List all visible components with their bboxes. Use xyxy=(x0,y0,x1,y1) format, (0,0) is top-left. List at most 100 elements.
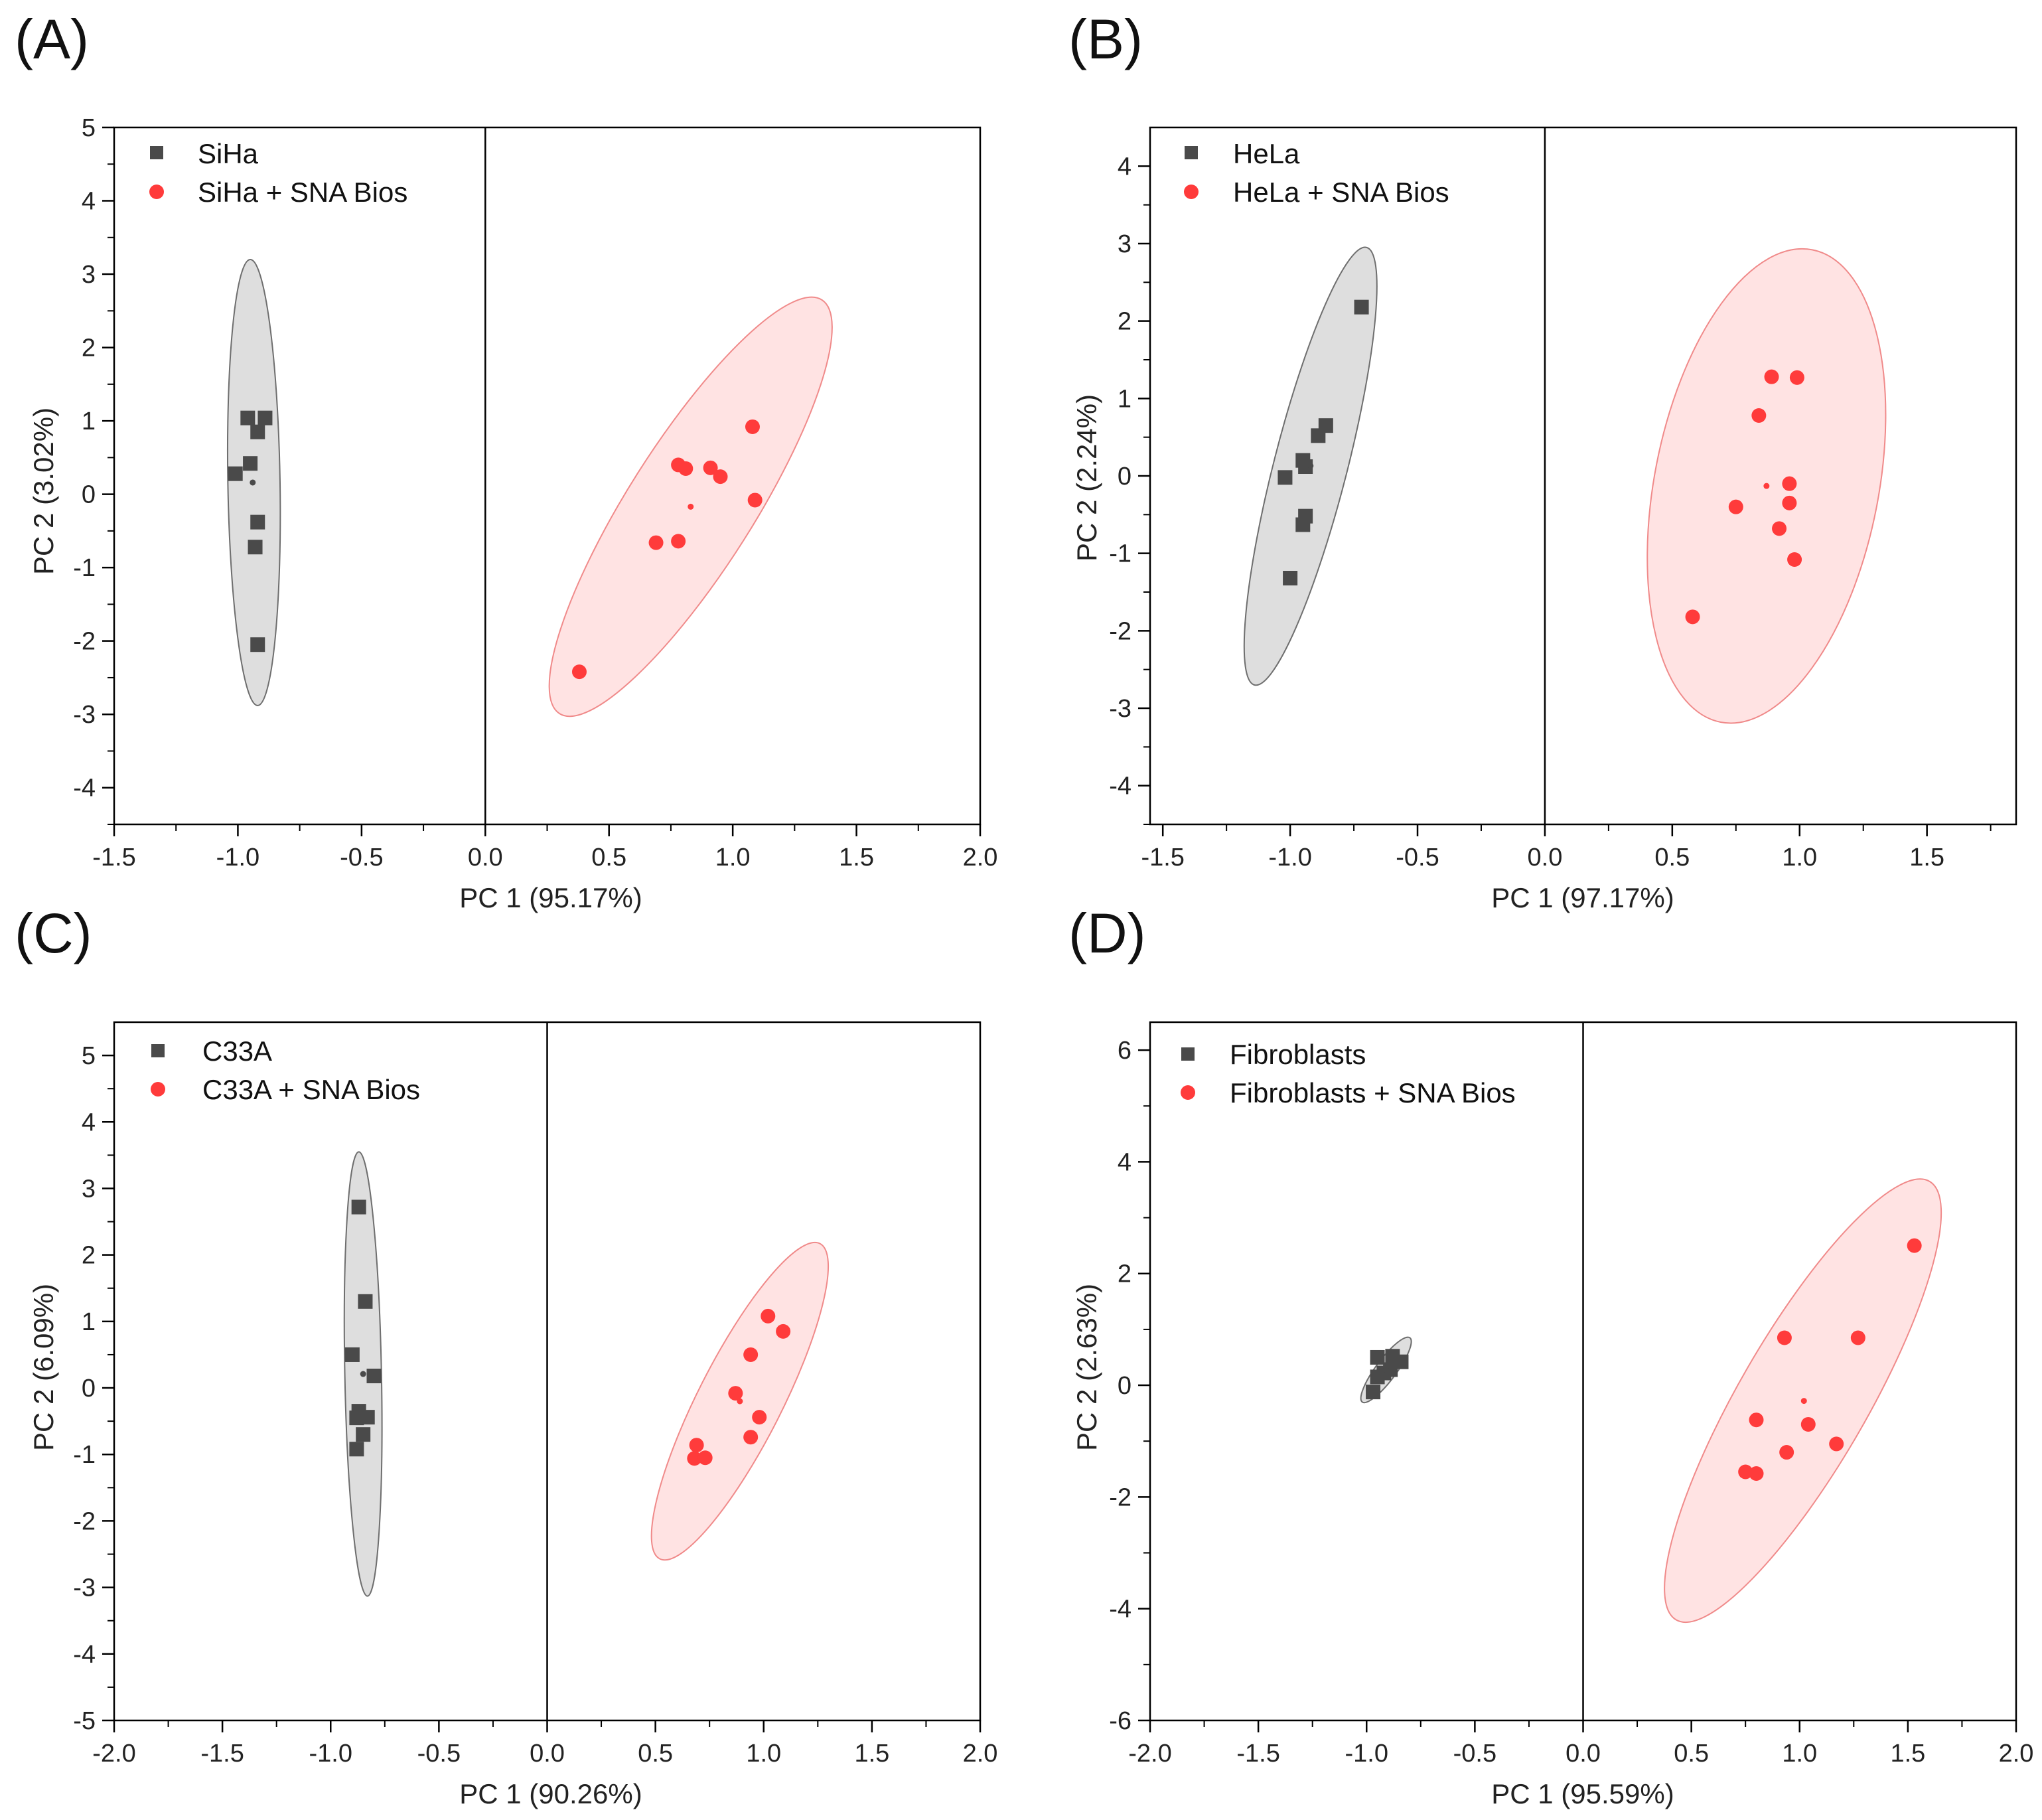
legend-marker-circle xyxy=(149,185,164,199)
data-point xyxy=(745,419,760,434)
y-tick-label: -2 xyxy=(1109,617,1131,645)
data-point xyxy=(351,1199,366,1215)
legend-marker-circle xyxy=(1184,185,1199,199)
data-point xyxy=(360,1410,375,1425)
data-point xyxy=(1277,470,1293,485)
x-tick-label: -2.0 xyxy=(1128,1740,1171,1768)
x-tick-label: 1.5 xyxy=(839,844,874,872)
x-tick-label: 1.0 xyxy=(746,1740,781,1768)
centroid-dot xyxy=(1307,463,1314,469)
x-tick-label: -1.5 xyxy=(200,1740,244,1768)
centroid-dot xyxy=(1800,1398,1807,1404)
data-point xyxy=(1777,1330,1792,1345)
y-tick-label: 5 xyxy=(82,114,96,142)
data-point xyxy=(1779,1445,1794,1460)
y-tick-label: -1 xyxy=(73,1441,96,1469)
centroid-dot xyxy=(688,503,694,510)
x-tick-label: 1.0 xyxy=(715,844,751,872)
x-axis: -2.0 -1.5 -1.0 -0.5 0.0 0.5 1.0 1.5 2.0 xyxy=(92,1720,997,1768)
x-axis-title: PC 1 (90.26%) xyxy=(459,1778,642,1809)
legend-label-treated: SiHa + SNA Bios xyxy=(198,177,407,208)
y-tick-label: 4 xyxy=(1118,153,1131,181)
y-tick-label: 6 xyxy=(1118,1037,1131,1065)
y-tick-label: 3 xyxy=(82,261,96,289)
legend-marker-circle xyxy=(1181,1085,1195,1100)
x-tick-label: 1.0 xyxy=(1782,1740,1817,1768)
y-axis: -4 -3 -2 -1 0 1 2 3 4 xyxy=(1109,153,1150,825)
legend: Fibroblasts Fibroblasts + SNA Bios xyxy=(1181,1039,1516,1108)
x-tick-label: 0.0 xyxy=(468,844,503,872)
data-point xyxy=(678,461,693,476)
y-tick-label: -4 xyxy=(1109,773,1131,800)
data-point xyxy=(1728,499,1743,514)
y-tick-label: 4 xyxy=(82,188,96,216)
legend-marker-square xyxy=(1181,1047,1195,1061)
y-axis: -6 -4 -2 0 2 4 6 xyxy=(1109,1037,1150,1735)
data-point xyxy=(1311,428,1326,443)
x-axis-title: PC 1 (95.59%) xyxy=(1491,1778,1674,1809)
data-point xyxy=(776,1324,791,1339)
x-tick-label: 1.0 xyxy=(1782,844,1817,872)
x-tick-label: 0.5 xyxy=(1674,1740,1709,1768)
x-tick-label: -2.0 xyxy=(92,1740,135,1768)
legend-label-treated: Fibroblasts + SNA Bios xyxy=(1230,1077,1516,1108)
data-point xyxy=(1782,476,1797,491)
x-tick-label: -1.0 xyxy=(1268,844,1311,872)
data-point xyxy=(1295,517,1311,532)
x-tick-label: 2.0 xyxy=(963,1740,998,1768)
y-tick-label: -4 xyxy=(73,1641,96,1669)
data-point xyxy=(1283,571,1298,585)
legend-marker-square xyxy=(151,1044,165,1057)
y-tick-label: -2 xyxy=(1109,1483,1131,1511)
y-tick-label: 2 xyxy=(1118,308,1131,336)
y-tick-label: 1 xyxy=(82,1308,96,1336)
centroid-dot xyxy=(737,1398,743,1404)
y-tick-label: 0 xyxy=(1118,1372,1131,1400)
data-point xyxy=(648,535,664,550)
y-tick-label: 2 xyxy=(82,335,96,362)
y-tick-label: -4 xyxy=(1109,1596,1131,1624)
x-tick-label: 0.5 xyxy=(1654,844,1690,872)
y-axis-title: PC 2 (2.24%) xyxy=(1071,394,1102,562)
panel-a: (A) PC 2 (3.02%) PC 1 (95.17%) -1.5 -1.0-… xyxy=(15,8,997,913)
y-axis-title: PC 2 (2.63%) xyxy=(1071,1284,1102,1451)
data-point xyxy=(1749,1466,1764,1481)
y-tick-label: 1 xyxy=(1118,385,1131,413)
centroid-dot xyxy=(1383,1366,1390,1373)
data-point xyxy=(1772,521,1787,536)
data-point xyxy=(240,410,255,425)
x-tick-label: -1.0 xyxy=(216,844,259,872)
y-tick-label: 0 xyxy=(1118,463,1131,491)
x-tick-label: -0.5 xyxy=(1396,844,1439,872)
legend-label-treated: HeLa + SNA Bios xyxy=(1233,177,1449,208)
data-point xyxy=(1685,609,1700,625)
data-point xyxy=(1354,299,1369,315)
x-axis-title: PC 1 (97.17%) xyxy=(1491,882,1674,913)
panel-b: (B) PC 2 (2.24%) PC 1 (97.17%) -1.5 -1.0-… xyxy=(1068,8,2017,913)
data-point xyxy=(1850,1330,1865,1345)
data-point xyxy=(250,637,265,652)
data-point xyxy=(257,410,273,425)
data-point xyxy=(1800,1416,1816,1432)
legend-label-control: HeLa xyxy=(1233,138,1300,169)
legend-label-control: SiHa xyxy=(198,138,259,169)
data-point xyxy=(671,534,686,549)
x-tick-label: -1.0 xyxy=(1345,1740,1388,1768)
data-point xyxy=(349,1442,364,1457)
y-axis-title: PC 2 (3.02%) xyxy=(28,408,59,575)
data-point xyxy=(366,1369,382,1384)
y-tick-label: -4 xyxy=(73,775,96,802)
data-point xyxy=(687,1451,702,1466)
y-tick-label: 2 xyxy=(1118,1260,1131,1288)
data-point xyxy=(697,1450,713,1466)
legend-label-control: C33A xyxy=(202,1035,272,1067)
panel-c: (C) PC 2 (6.09%) PC 1 (90.26%) -2.0 -1.5-… xyxy=(15,902,997,1809)
data-point xyxy=(1789,370,1804,385)
data-point xyxy=(1370,1349,1385,1365)
data-point xyxy=(752,1410,767,1425)
data-point xyxy=(1738,1464,1753,1479)
legend: SiHa SiHa + SNA Bios xyxy=(149,138,407,208)
y-tick-label: -3 xyxy=(73,701,96,729)
x-tick-label: 0.0 xyxy=(1528,844,1563,872)
